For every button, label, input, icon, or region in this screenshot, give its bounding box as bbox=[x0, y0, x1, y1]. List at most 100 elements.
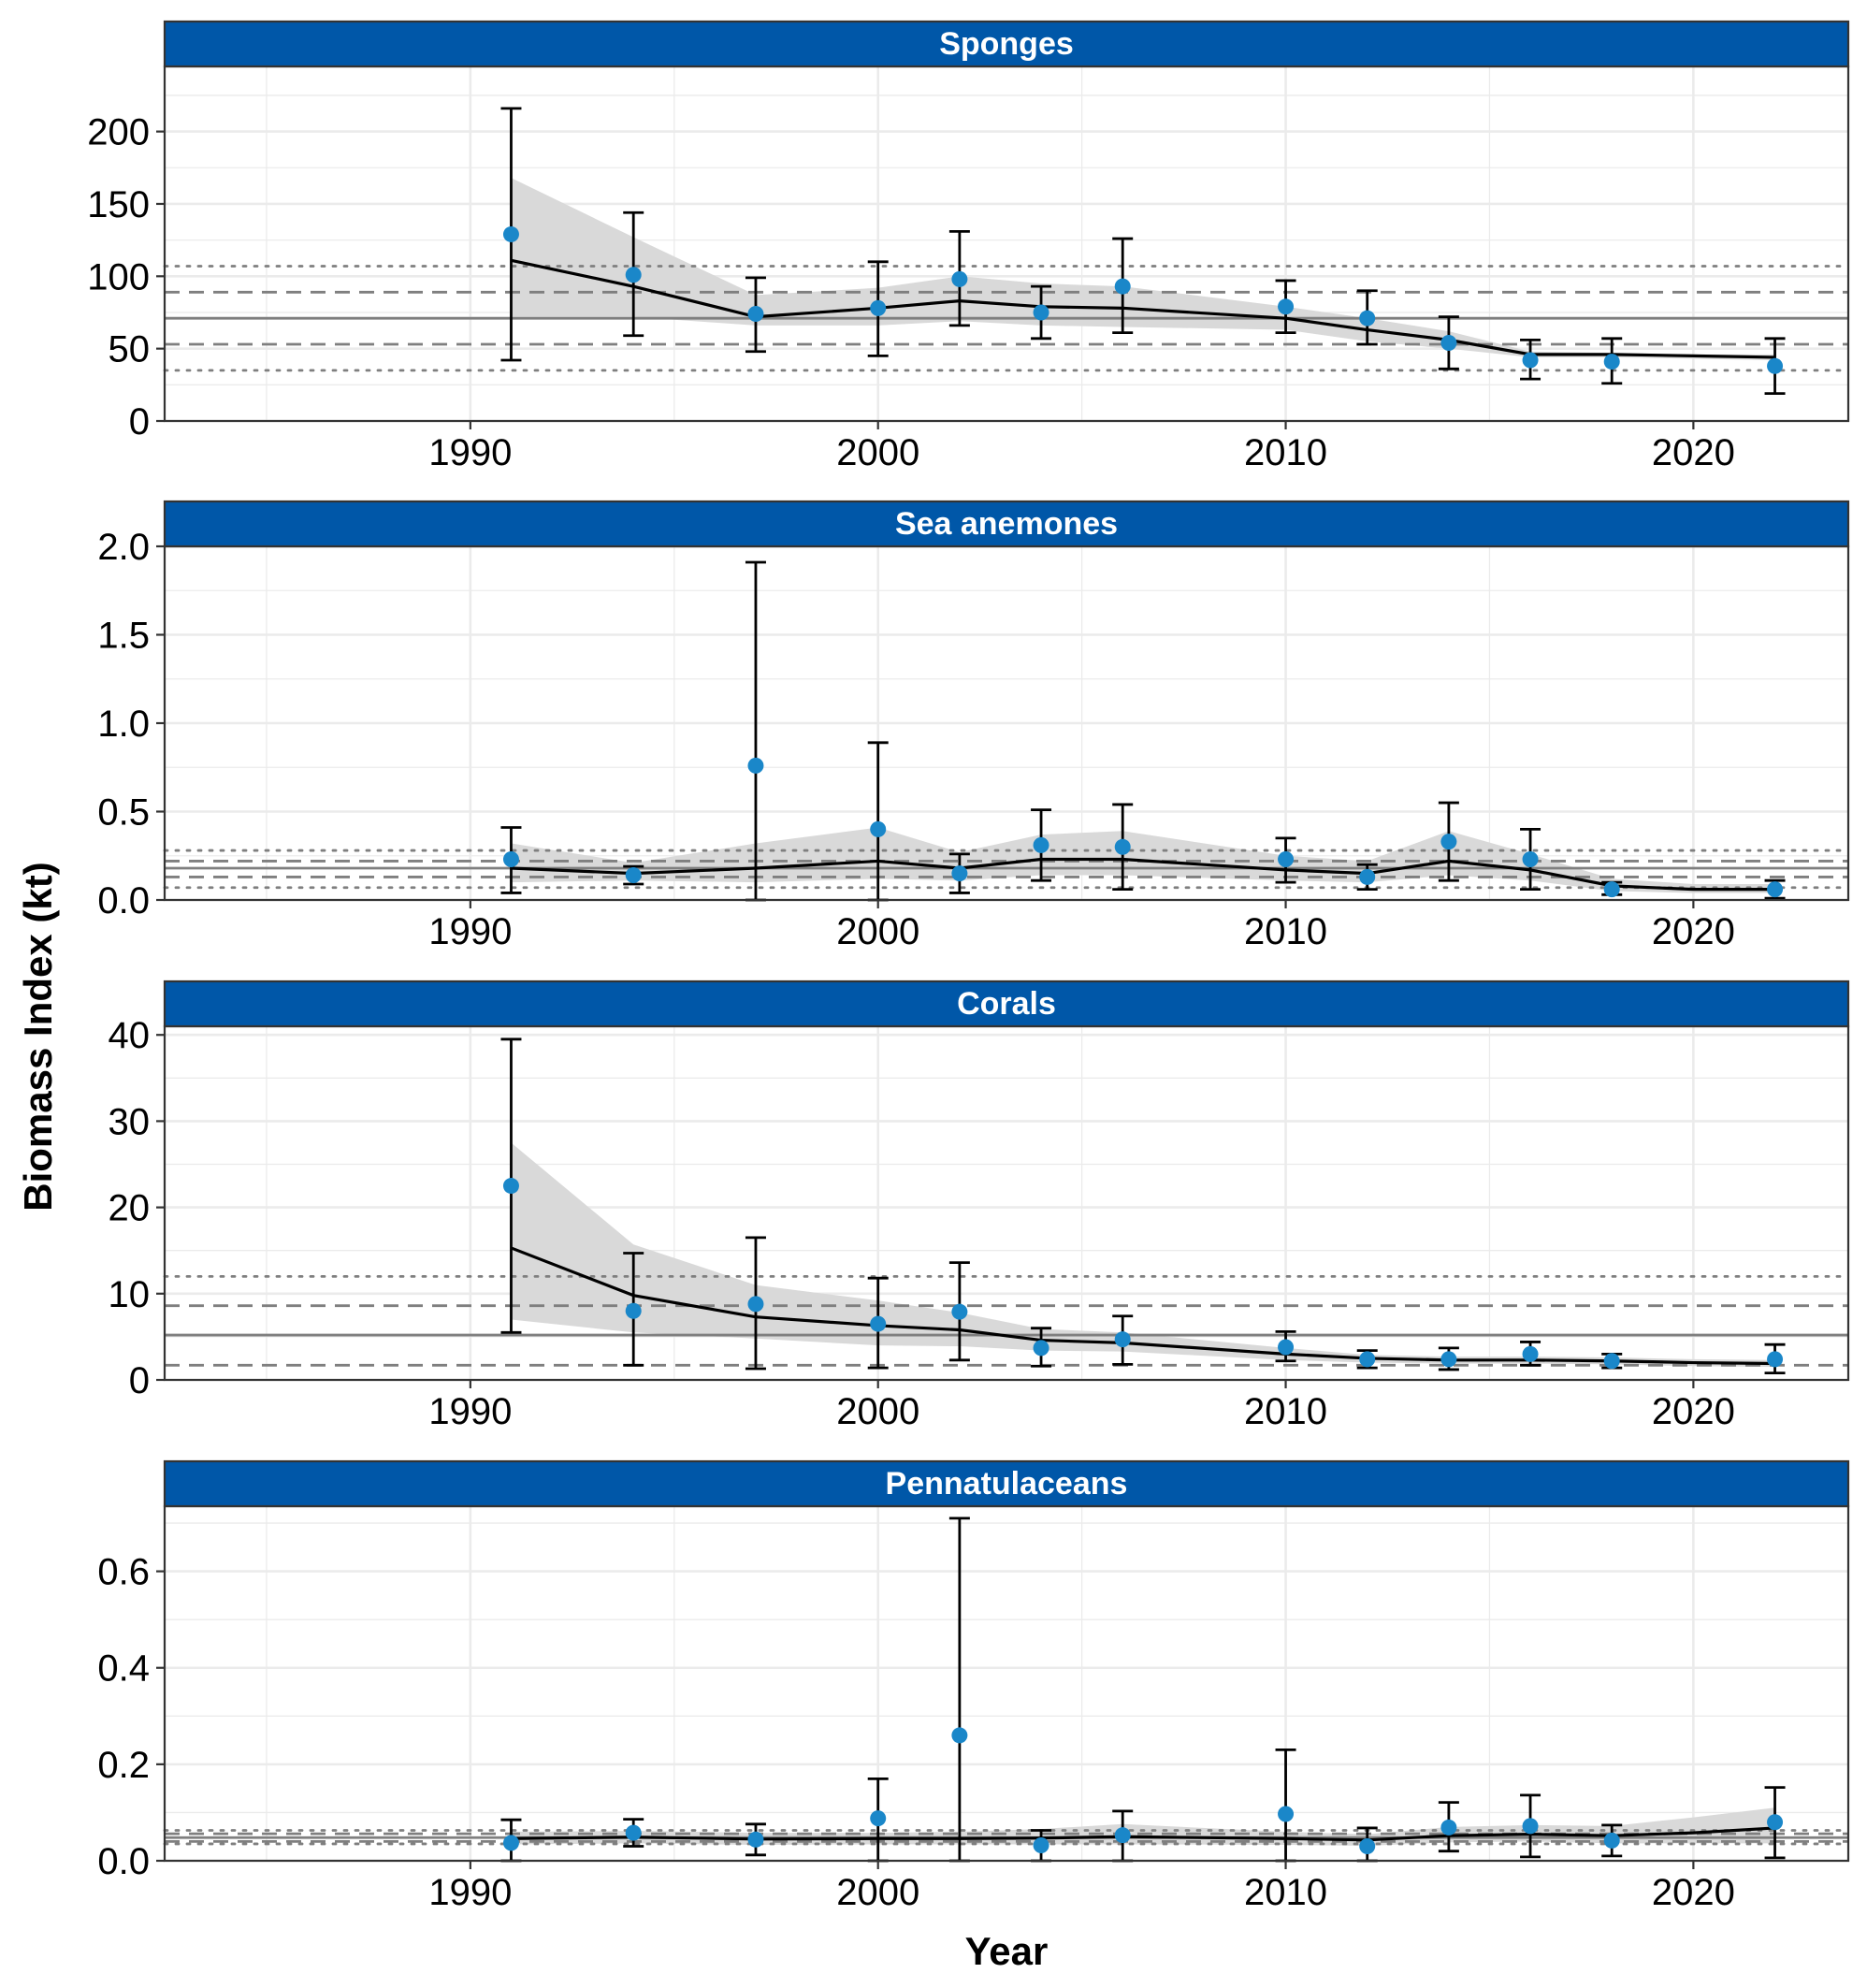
y-tick-label: 20 bbox=[109, 1188, 151, 1229]
x-tick-label: 2020 bbox=[1652, 911, 1735, 952]
facet-strip bbox=[163, 500, 1850, 548]
y-tick-label: 1.0 bbox=[97, 704, 150, 745]
data-point bbox=[870, 820, 887, 837]
y-tick-label: 10 bbox=[109, 1274, 151, 1315]
data-point bbox=[747, 757, 764, 774]
data-point bbox=[1767, 1814, 1784, 1831]
x-tick-label: 1990 bbox=[428, 1872, 512, 1913]
data-point bbox=[625, 1302, 642, 1319]
panel-background bbox=[165, 1506, 1848, 1861]
data-point bbox=[502, 225, 519, 242]
data-point bbox=[1603, 881, 1620, 898]
data-point bbox=[747, 306, 764, 323]
data-point bbox=[1522, 1345, 1539, 1362]
data-point bbox=[1767, 1351, 1784, 1368]
panel-corals: Corals 0 10 20 30 40 1990 2000 2010 2020 bbox=[109, 979, 1850, 1432]
trend-line bbox=[511, 1826, 1775, 1842]
x-tick-label: 2000 bbox=[836, 432, 919, 473]
data-point bbox=[1278, 1806, 1295, 1822]
data-point bbox=[1603, 1832, 1620, 1849]
data-point bbox=[951, 270, 968, 287]
y-tick-label: 30 bbox=[109, 1101, 151, 1142]
y-axis-title: Biomass Index (kt) bbox=[16, 862, 60, 1211]
x-tick-label: 2020 bbox=[1652, 432, 1735, 473]
y-tick-label: 200 bbox=[87, 112, 150, 153]
data-point bbox=[1440, 1819, 1457, 1836]
facet-strip-label: Sponges bbox=[939, 26, 1074, 62]
data-point bbox=[1603, 1353, 1620, 1370]
data-point bbox=[1767, 357, 1784, 374]
data-point bbox=[951, 1727, 968, 1744]
data-point bbox=[1114, 838, 1131, 855]
x-tick-label: 2020 bbox=[1652, 1391, 1735, 1432]
y-tick-label: 0.0 bbox=[97, 880, 150, 921]
y-tick-label: 0 bbox=[129, 1360, 150, 1401]
x-tick-label: 2010 bbox=[1244, 1391, 1327, 1432]
facet-strip-label: Corals bbox=[957, 986, 1056, 1022]
data-point bbox=[1359, 868, 1376, 885]
data-point bbox=[951, 865, 968, 882]
trend-line bbox=[511, 857, 1775, 892]
y-tick-label: 40 bbox=[109, 1015, 151, 1056]
data-point bbox=[1359, 1838, 1376, 1855]
data-point bbox=[1767, 881, 1784, 898]
y-tick-label: 0.4 bbox=[97, 1648, 150, 1690]
data-point bbox=[502, 1178, 519, 1195]
y-tick-label: 0 bbox=[129, 401, 150, 443]
data-point bbox=[1033, 304, 1049, 321]
data-point bbox=[1440, 334, 1457, 351]
facet-strip bbox=[163, 1459, 1850, 1508]
panel-background bbox=[165, 1026, 1848, 1380]
data-point bbox=[1033, 836, 1049, 853]
y-tick-label: 150 bbox=[87, 184, 150, 225]
x-tick-label: 2000 bbox=[836, 911, 919, 952]
facet-strip bbox=[163, 20, 1850, 68]
y-tick-label: 100 bbox=[87, 256, 150, 297]
data-point bbox=[625, 867, 642, 884]
data-point bbox=[1114, 1331, 1131, 1348]
facet-strip-label: Sea anemones bbox=[895, 506, 1118, 542]
data-point bbox=[1114, 278, 1131, 295]
data-point bbox=[502, 851, 519, 868]
facet-strip bbox=[163, 979, 1850, 1028]
data-point bbox=[1114, 1827, 1131, 1844]
data-point bbox=[747, 1831, 764, 1848]
x-tick-label: 2010 bbox=[1244, 1872, 1327, 1913]
data-point bbox=[951, 1303, 968, 1320]
data-point bbox=[1522, 352, 1539, 369]
data-point bbox=[1278, 298, 1295, 315]
data-point bbox=[870, 299, 887, 316]
data-point bbox=[747, 1296, 764, 1313]
y-tick-label: 0.0 bbox=[97, 1841, 150, 1882]
x-tick-label: 2020 bbox=[1652, 1872, 1735, 1913]
x-axis-title: Year bbox=[965, 1929, 1049, 1973]
panel-pennatulaceans: Pennatulaceans 0.0 0.2 0.4 0.6 1990 2000 2010 20… bbox=[97, 1459, 1850, 1913]
x-tick-label: 2000 bbox=[836, 1391, 919, 1432]
x-tick-label: 1990 bbox=[428, 432, 512, 473]
panel-sea-anemones: Sea anemones 0.0 0.5 1.0 1.5 2.0 1990 2000 2010 2… bbox=[97, 500, 1850, 952]
data-point bbox=[1522, 1818, 1539, 1835]
data-point bbox=[1033, 1340, 1049, 1357]
x-tick-label: 1990 bbox=[428, 911, 512, 952]
data-point bbox=[1440, 1351, 1457, 1368]
y-tick-label: 0.2 bbox=[97, 1745, 150, 1786]
data-point bbox=[1033, 1836, 1049, 1853]
confidence-ribbon bbox=[511, 178, 1775, 361]
data-point bbox=[1522, 851, 1539, 868]
data-point bbox=[870, 1810, 887, 1827]
y-tick-label: 0.6 bbox=[97, 1552, 150, 1593]
trend-line bbox=[510, 1246, 1775, 1366]
data-point bbox=[625, 1824, 642, 1841]
confidence-ribbon bbox=[511, 1142, 1775, 1368]
y-tick-label: 2.0 bbox=[97, 527, 150, 568]
data-point bbox=[1359, 310, 1376, 326]
x-tick-label: 2010 bbox=[1244, 911, 1327, 952]
data-point bbox=[625, 267, 642, 283]
x-tick-label: 2000 bbox=[836, 1872, 919, 1913]
y-tick-label: 50 bbox=[109, 329, 151, 370]
data-point bbox=[1278, 1339, 1295, 1356]
facet-strip-label: Pennatulaceans bbox=[886, 1466, 1128, 1502]
y-tick-label: 1.5 bbox=[97, 616, 150, 657]
